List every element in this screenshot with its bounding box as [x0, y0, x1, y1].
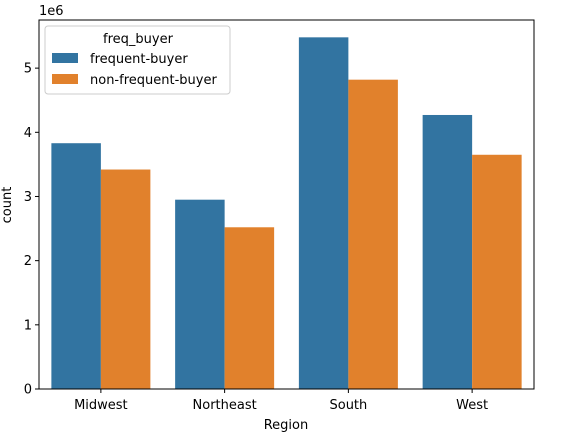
- bar-frequent-buyer-northeast: [175, 200, 225, 389]
- y-tick-label: 2: [24, 254, 32, 269]
- bar-non-frequent-buyer-south: [348, 80, 398, 389]
- bar-non-frequent-buyer-west: [472, 155, 522, 389]
- y-tick-label: 1: [24, 318, 32, 333]
- x-tick-label: Midwest: [74, 398, 128, 413]
- bar-non-frequent-buyer-northeast: [225, 227, 275, 389]
- x-tick-label: South: [329, 398, 367, 413]
- bar-frequent-buyer-midwest: [51, 143, 101, 389]
- legend-label-frequent-buyer: frequent-buyer: [90, 52, 188, 67]
- bar-non-frequent-buyer-midwest: [101, 170, 151, 389]
- y-tick-label: 4: [24, 126, 32, 141]
- y-tick-label: 3: [24, 190, 32, 205]
- x-tick-label: West: [456, 398, 488, 413]
- y-tick-label: 0: [24, 383, 32, 398]
- y-offset-label: 1e6: [39, 4, 64, 19]
- x-axis-label: Region: [264, 418, 309, 433]
- y-axis-label: count: [0, 187, 15, 224]
- bar-frequent-buyer-south: [299, 37, 349, 389]
- y-tick-label: 5: [24, 62, 32, 77]
- legend-title: freq_buyer: [103, 32, 174, 47]
- bar-frequent-buyer-west: [423, 115, 473, 389]
- legend: freq_buyer frequent-buyer non-frequent-b…: [45, 26, 230, 94]
- legend-label-non-frequent-buyer: non-frequent-buyer: [90, 73, 217, 88]
- legend-swatch-frequent-buyer: [52, 53, 78, 63]
- x-tick-label: Northeast: [193, 398, 257, 413]
- legend-swatch-non-frequent-buyer: [52, 74, 78, 84]
